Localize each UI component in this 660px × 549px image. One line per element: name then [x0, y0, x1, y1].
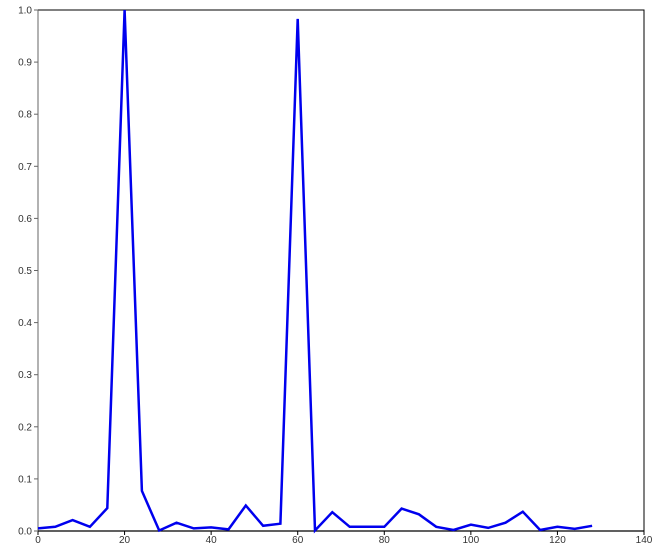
y-tick-label: 0.2 [18, 422, 32, 433]
x-tick-label: 0 [35, 535, 41, 544]
y-tick-label: 0.1 [18, 474, 32, 485]
x-tick-label: 100 [463, 535, 480, 544]
series-line [38, 10, 592, 531]
x-tick-label: 140 [636, 535, 653, 544]
y-tick-label: 0.3 [18, 370, 32, 381]
y-tick-label: 0.5 [18, 266, 32, 277]
y-tick-label: 0.6 [18, 214, 32, 225]
y-tick-label: 1.0 [18, 6, 32, 17]
y-tick-label: 0.4 [18, 318, 32, 329]
x-tick-label: 60 [292, 535, 304, 544]
plot-frame [38, 10, 644, 531]
x-tick-label: 40 [206, 535, 218, 544]
y-tick-label: 0.9 [18, 58, 32, 69]
x-tick-label: 80 [379, 535, 391, 544]
y-tick-label: 0.7 [18, 162, 32, 173]
x-tick-label: 120 [549, 535, 566, 544]
y-tick-label: 0.8 [18, 110, 32, 121]
x-tick-label: 20 [119, 535, 131, 544]
y-tick-label: 0.0 [18, 527, 32, 538]
